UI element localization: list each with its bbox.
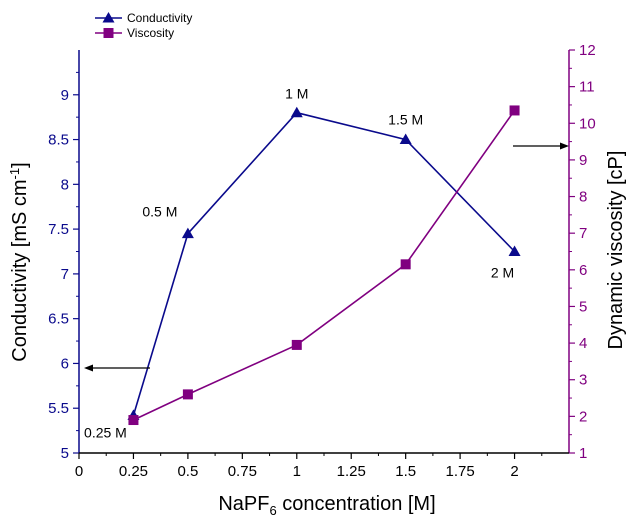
series-conductivity-point — [508, 245, 521, 256]
left-tick-label: 5.5 — [48, 400, 69, 417]
left-tick-label: 7 — [61, 266, 69, 283]
series-viscosity-line — [133, 109, 516, 421]
x-tick-label: 0.25 — [119, 463, 148, 480]
right-tick-label: 8 — [579, 189, 587, 206]
series-conductivity-point — [290, 106, 303, 118]
legend-marker — [102, 12, 115, 23]
left-tick-label: 5 — [61, 445, 69, 462]
series-conductivity-point — [181, 227, 194, 239]
series-viscosity-point — [509, 105, 520, 116]
annotation-label: 0.5 M — [142, 204, 177, 220]
legend-marker — [103, 28, 114, 38]
x-tick-label: 0 — [75, 463, 83, 480]
right-tick-label: 1 — [579, 445, 587, 462]
x-tick-label: 1.5 — [395, 463, 416, 480]
right-tick-label: 6 — [579, 262, 587, 279]
right-arrow — [513, 142, 569, 150]
series-viscosity-point — [291, 339, 302, 350]
right-tick-label: 10 — [579, 115, 596, 132]
left-y-axis-label: Conductivity [mS cm-1] — [7, 162, 31, 361]
series-viscosity-point — [128, 415, 139, 426]
legend-label: Conductivity — [127, 11, 192, 25]
x-tick-label: 1.75 — [446, 463, 475, 480]
right-tick-label: 7 — [579, 225, 587, 242]
x-axis-label: NaPF6 concentration [M] — [218, 493, 435, 518]
series-viscosity-point — [182, 389, 193, 400]
x-tick-label: 1.25 — [337, 463, 366, 480]
annotation-label: 0.25 M — [84, 424, 127, 440]
right-y-axis-label: Dynamic viscosity [cP] — [605, 151, 627, 350]
left-tick-label: 8.5 — [48, 132, 69, 149]
right-tick-label: 9 — [579, 152, 587, 169]
x-tick-label: 0.75 — [228, 463, 257, 480]
annotations: 0.25 M 0.5 M 1 M 1.5 M 2 M — [84, 86, 514, 441]
series-conductivity-point — [399, 133, 412, 145]
x-axis: 0 0.25 0.5 0.75 1 1.25 1.5 1.75 2 — [75, 452, 569, 480]
annotation-label: 1 M — [285, 86, 308, 102]
right-tick-label: 11 — [579, 79, 595, 96]
left-arrow — [84, 364, 150, 372]
left-tick-label: 7.5 — [48, 221, 69, 238]
left-tick-label: 6.5 — [48, 311, 69, 328]
right-tick-label: 3 — [579, 372, 587, 389]
series-conductivity-line — [132, 111, 516, 416]
left-y-axis: 5 5.5 6 6.5 7 7.5 8 8.5 9 — [48, 50, 80, 462]
annotation-label: 2 M — [491, 265, 514, 281]
left-tick-label: 8 — [61, 176, 69, 193]
series-viscosity-point — [400, 259, 411, 270]
right-tick-label: 4 — [579, 335, 587, 352]
right-tick-label: 12 — [579, 42, 596, 59]
right-tick-label: 5 — [579, 298, 587, 315]
right-tick-label: 2 — [579, 408, 587, 425]
x-tick-label: 1 — [293, 463, 301, 480]
series-layer — [127, 105, 521, 426]
legend-label: Viscosity — [127, 26, 174, 40]
left-tick-label: 6 — [61, 355, 69, 372]
annotation-label: 1.5 M — [388, 112, 423, 128]
x-tick-label: 0.5 — [177, 463, 198, 480]
left-tick-label: 9 — [61, 87, 69, 104]
x-tick-label: 2 — [510, 463, 518, 480]
